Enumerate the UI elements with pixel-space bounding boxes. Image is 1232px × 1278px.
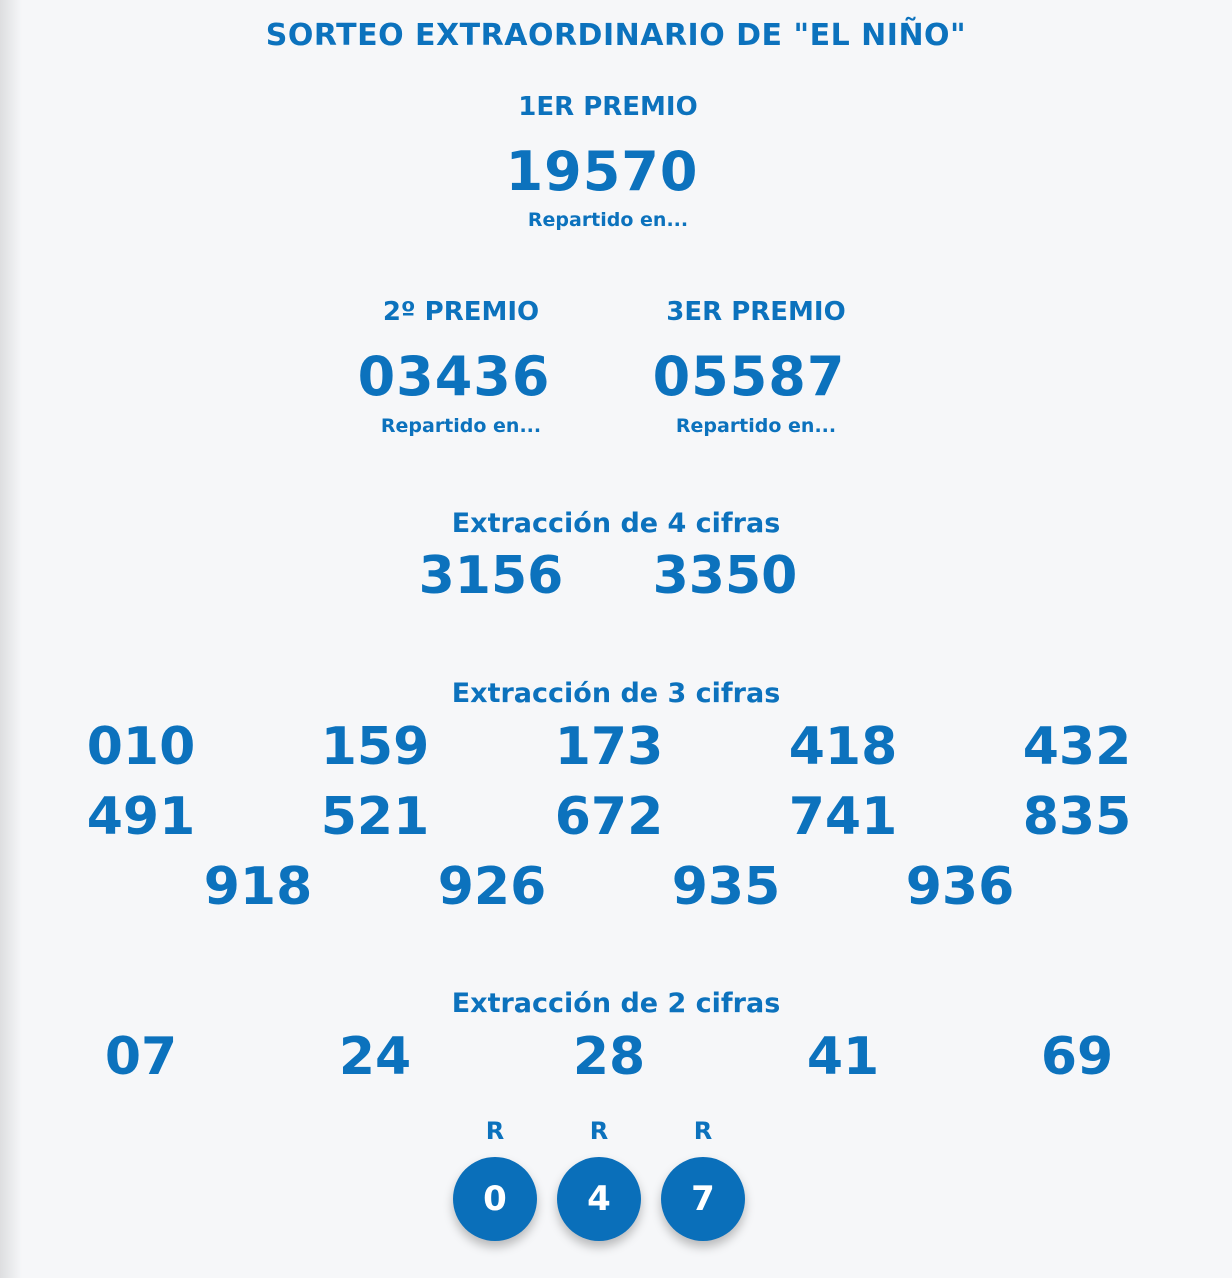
four-digit-number: 3156: [418, 546, 564, 606]
two-digit-number: 41: [806, 1027, 880, 1087]
three-digit-number: 432: [1022, 717, 1132, 777]
first-prize-repartido-link[interactable]: Repartido en...: [527, 209, 689, 231]
second-prize-number: 03436: [357, 345, 551, 408]
first-prize-number: 19570: [505, 140, 699, 203]
three-digit-number: 010: [86, 717, 196, 777]
three-digit-number: 835: [1022, 787, 1132, 847]
four-digit-number: 3350: [652, 546, 798, 606]
second-prize-label: 2º PREMIO: [382, 297, 540, 327]
two-digit-number: 28: [572, 1027, 646, 1087]
third-prize-repartido-link[interactable]: Repartido en...: [675, 415, 837, 437]
three-digit-number: 926: [437, 857, 547, 917]
two-digit-number: 69: [1040, 1027, 1114, 1087]
page-edge-shadow: [0, 0, 22, 1278]
third-prize-label: 3ER PREMIO: [666, 297, 846, 327]
three-digit-number: 918: [203, 857, 313, 917]
two-digit-number: 07: [104, 1027, 178, 1087]
reintegro-ball: 7: [661, 1157, 745, 1241]
three-digit-number: 491: [86, 787, 196, 847]
three-digit-number: 159: [320, 717, 430, 777]
two-digits-label: Extracción de 2 cifras: [451, 988, 781, 1019]
three-digit-number: 936: [905, 857, 1015, 917]
three-digit-number: 173: [554, 717, 664, 777]
three-digit-number: 672: [554, 787, 664, 847]
three-digit-number: 521: [320, 787, 430, 847]
three-digit-number: 418: [788, 717, 898, 777]
reintegro-tag: R: [693, 1117, 713, 1145]
reintegro-ball: 4: [557, 1157, 641, 1241]
reintegro-tag: R: [485, 1117, 505, 1145]
first-prize-label: 1ER PREMIO: [518, 92, 698, 122]
three-digit-number: 741: [788, 787, 898, 847]
page-title: SORTEO EXTRAORDINARIO DE "EL NIÑO": [265, 18, 967, 53]
four-digits-label: Extracción de 4 cifras: [451, 508, 781, 539]
three-digits-label: Extracción de 3 cifras: [451, 678, 781, 709]
reintegro-ball: 0: [453, 1157, 537, 1241]
reintegro-tag: R: [589, 1117, 609, 1145]
three-digit-number: 935: [671, 857, 781, 917]
two-digit-number: 24: [338, 1027, 412, 1087]
third-prize-number: 05587: [652, 345, 846, 408]
second-prize-repartido-link[interactable]: Repartido en...: [380, 415, 542, 437]
